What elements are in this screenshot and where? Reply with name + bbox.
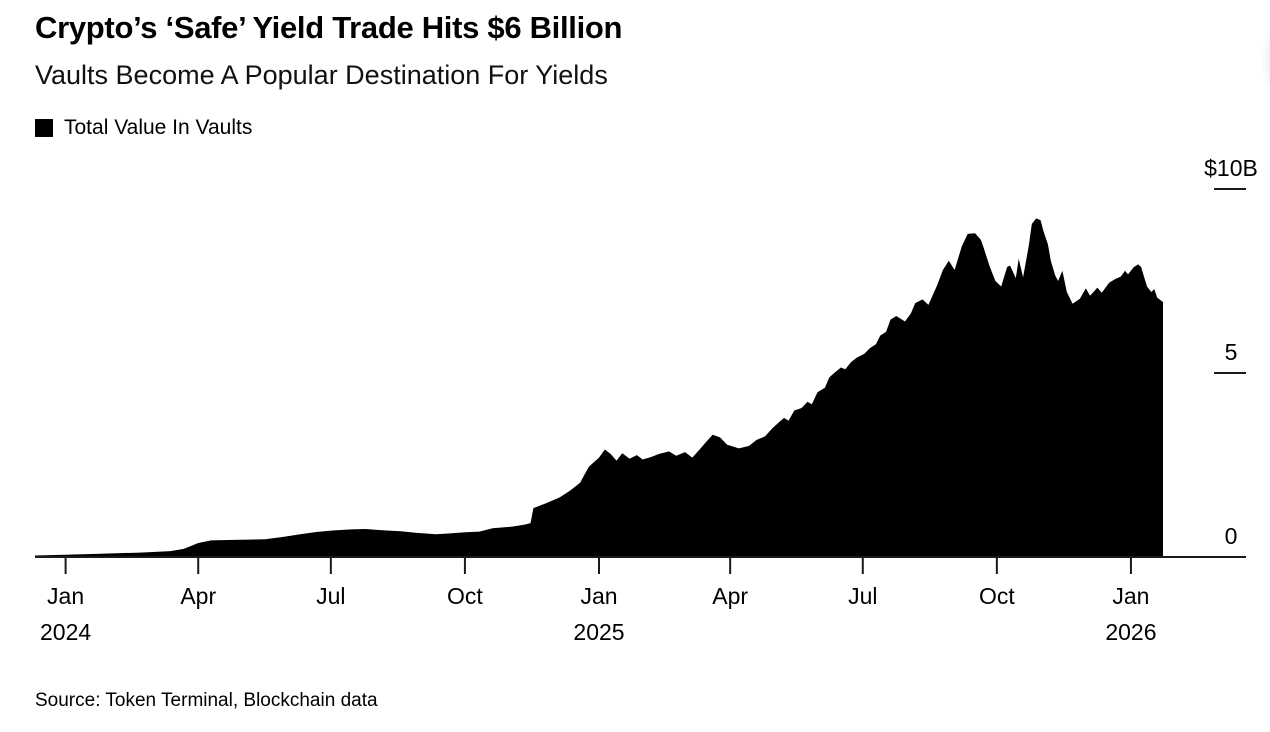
y-tick-label: 5 [1225,339,1238,365]
legend-label: Total Value In Vaults [64,116,253,139]
chart-title: Crypto’s ‘Safe’ Yield Trade Hits $6 Bill… [35,10,623,45]
legend: Total Value In Vaults [35,116,252,140]
x-tick-year-label: 2026 [1105,619,1156,645]
source-note: Source: Token Terminal, Blockchain data [35,690,378,711]
x-tick-label: Jan [580,583,617,609]
chart-subtitle: Vaults Become A Popular Destination For … [35,60,608,90]
y-tick-label: 0 [1225,523,1238,549]
x-tick-year-label: 2024 [40,619,91,645]
x-tick-label: Oct [979,583,1015,609]
x-tick-label: Jan [47,583,84,609]
y-tick-label: $10B [1204,155,1258,181]
area-series [35,218,1163,557]
x-tick-label: Jul [316,583,345,609]
x-tick-label: Oct [447,583,483,609]
x-tick-label: Jul [848,583,877,609]
x-tick-label: Jan [1112,583,1149,609]
x-tick-year-label: 2025 [573,619,624,645]
x-tick-label: Apr [180,583,216,609]
x-tick-label: Apr [712,583,748,609]
legend-swatch [35,119,53,137]
